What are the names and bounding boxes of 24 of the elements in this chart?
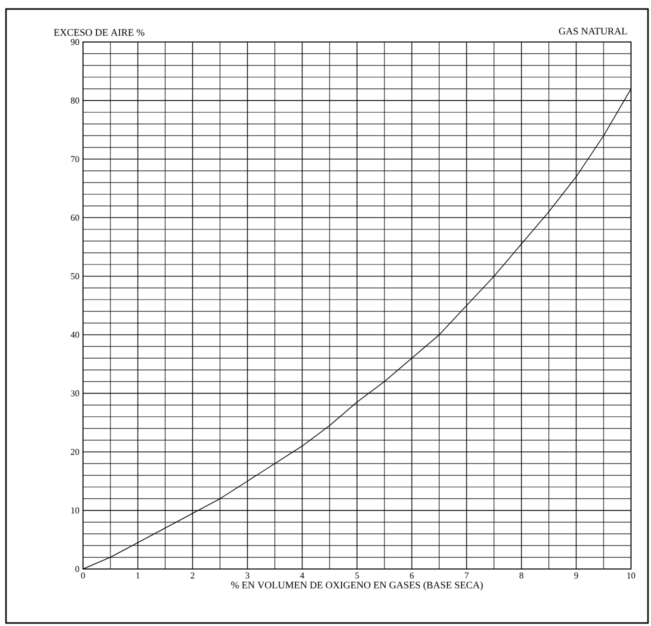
x-tick-label: 1 [136,572,140,578]
y-tick-label: 0 [75,566,80,572]
x-tick-label: 6 [410,572,414,579]
y-tick-label: 80 [70,98,80,104]
x-tick-label: 2 [190,572,194,578]
x-tick-label: 0 [81,572,85,579]
x-tick-label: 5 [355,572,359,578]
y-tick-label: 90 [70,38,80,46]
y-tick-label: 30 [70,390,80,396]
y-tick-label: 50 [71,273,80,280]
x-tick-label: 4 [300,572,304,578]
x-axis-title: % EN VOLUMEN DE OXIGENO EN GASES (BASE SECA) [231,581,483,590]
y-tick-label: 40 [70,332,80,338]
y-tick-label: 20 [70,448,80,455]
y-axis-title: EXCESO DE AIRE % [54,29,144,36]
y-tick-label: 60 [70,214,80,221]
chart-title: GAS NATURAL [558,28,627,34]
y-tick-label: 10 [71,507,80,514]
x-tick-label: 9 [574,572,578,579]
y-tick-label: 70 [71,156,80,162]
x-tick-label: 10 [627,572,636,579]
x-tick-label: 7 [464,572,469,578]
x-tick-label: 3 [246,572,250,579]
x-tick-label: 8 [520,572,524,579]
